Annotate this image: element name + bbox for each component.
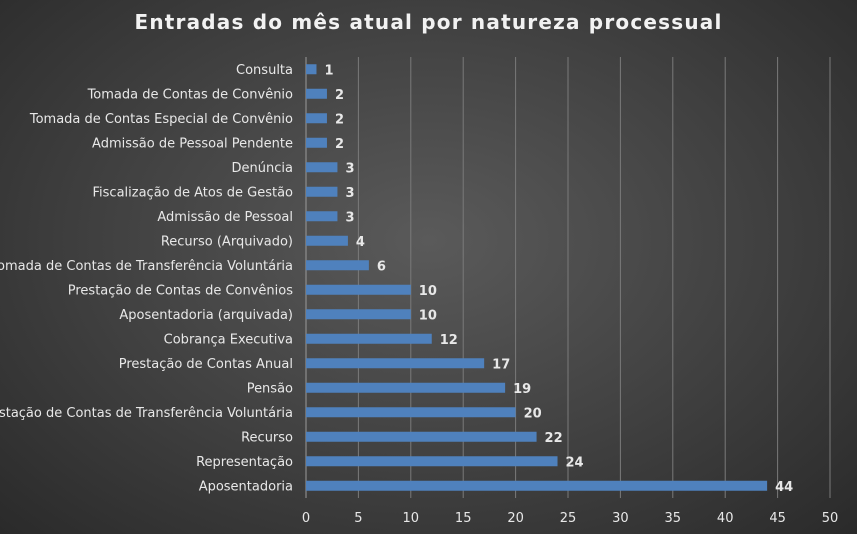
x-tick-label: 0 — [302, 511, 310, 526]
bar — [306, 407, 516, 418]
data-label: 2 — [335, 88, 344, 103]
bar — [306, 431, 537, 442]
data-label: 20 — [524, 406, 542, 421]
bar — [306, 186, 338, 197]
data-label: 10 — [419, 308, 437, 323]
data-label: 24 — [566, 455, 584, 470]
x-tick-label: 30 — [612, 511, 629, 526]
category-label: Tomada de Contas de Convênio — [87, 87, 293, 102]
x-tick-label: 5 — [354, 511, 362, 526]
category-label: Recurso — [241, 430, 293, 445]
bar — [306, 162, 338, 173]
category-label: Prestação de Contas Anual — [119, 357, 293, 372]
x-tick-label: 10 — [403, 511, 420, 526]
category-label: Tomada de Contas de Transferência Volunt… — [0, 259, 293, 274]
category-label: Denúncia — [232, 161, 293, 176]
data-label: 19 — [513, 382, 531, 397]
category-label: Aposentadoria (arquivada) — [119, 308, 293, 323]
data-label: 6 — [377, 259, 386, 274]
x-tick-label: 35 — [665, 511, 682, 526]
data-label: 44 — [775, 480, 793, 495]
category-label: Prestação de Contas de Transferência Vol… — [0, 406, 293, 421]
bar — [306, 358, 485, 369]
data-label: 17 — [492, 357, 510, 372]
data-label: 3 — [345, 161, 354, 176]
x-tick-label: 15 — [455, 511, 472, 526]
bar — [306, 382, 506, 393]
category-label: Admissão de Pessoal — [157, 210, 293, 225]
category-label: Cobrança Executiva — [164, 332, 293, 347]
x-tick-label: 25 — [560, 511, 577, 526]
category-label: Consulta — [236, 63, 293, 78]
bar — [306, 309, 411, 320]
data-label: 22 — [545, 431, 563, 446]
bar — [306, 64, 317, 75]
data-label: 3 — [345, 186, 354, 201]
x-tick-label: 20 — [507, 511, 524, 526]
category-label: Tomada de Contas Especial de Convênio — [29, 112, 293, 127]
bar — [306, 211, 338, 222]
category-label: Aposentadoria — [199, 479, 293, 494]
bar — [306, 284, 411, 295]
category-label: Prestação de Contas de Convênios — [68, 283, 293, 298]
data-label: 12 — [440, 333, 458, 348]
data-label: 3 — [345, 210, 354, 225]
x-tick-label: 50 — [822, 511, 839, 526]
bar — [306, 480, 768, 491]
bar — [306, 113, 327, 124]
bar — [306, 333, 432, 344]
x-tick-label: 40 — [717, 511, 734, 526]
category-label: Pensão — [247, 381, 293, 396]
bar — [306, 260, 369, 271]
chart-title: Entradas do mês atual por natureza proce… — [134, 10, 723, 34]
data-label: 2 — [335, 137, 344, 152]
category-label: Representação — [196, 455, 293, 470]
category-label: Admissão de Pessoal Pendente — [92, 136, 293, 151]
bar — [306, 456, 558, 467]
data-label: 2 — [335, 112, 344, 127]
category-label: Fiscalização de Atos de Gestão — [93, 185, 294, 200]
data-label: 4 — [356, 235, 365, 250]
data-label: 1 — [324, 63, 333, 78]
bar — [306, 88, 327, 99]
bar — [306, 235, 348, 246]
data-label: 10 — [419, 284, 437, 299]
bar — [306, 137, 327, 148]
category-label: Recurso (Arquivado) — [161, 234, 293, 249]
x-tick-label: 45 — [769, 511, 786, 526]
